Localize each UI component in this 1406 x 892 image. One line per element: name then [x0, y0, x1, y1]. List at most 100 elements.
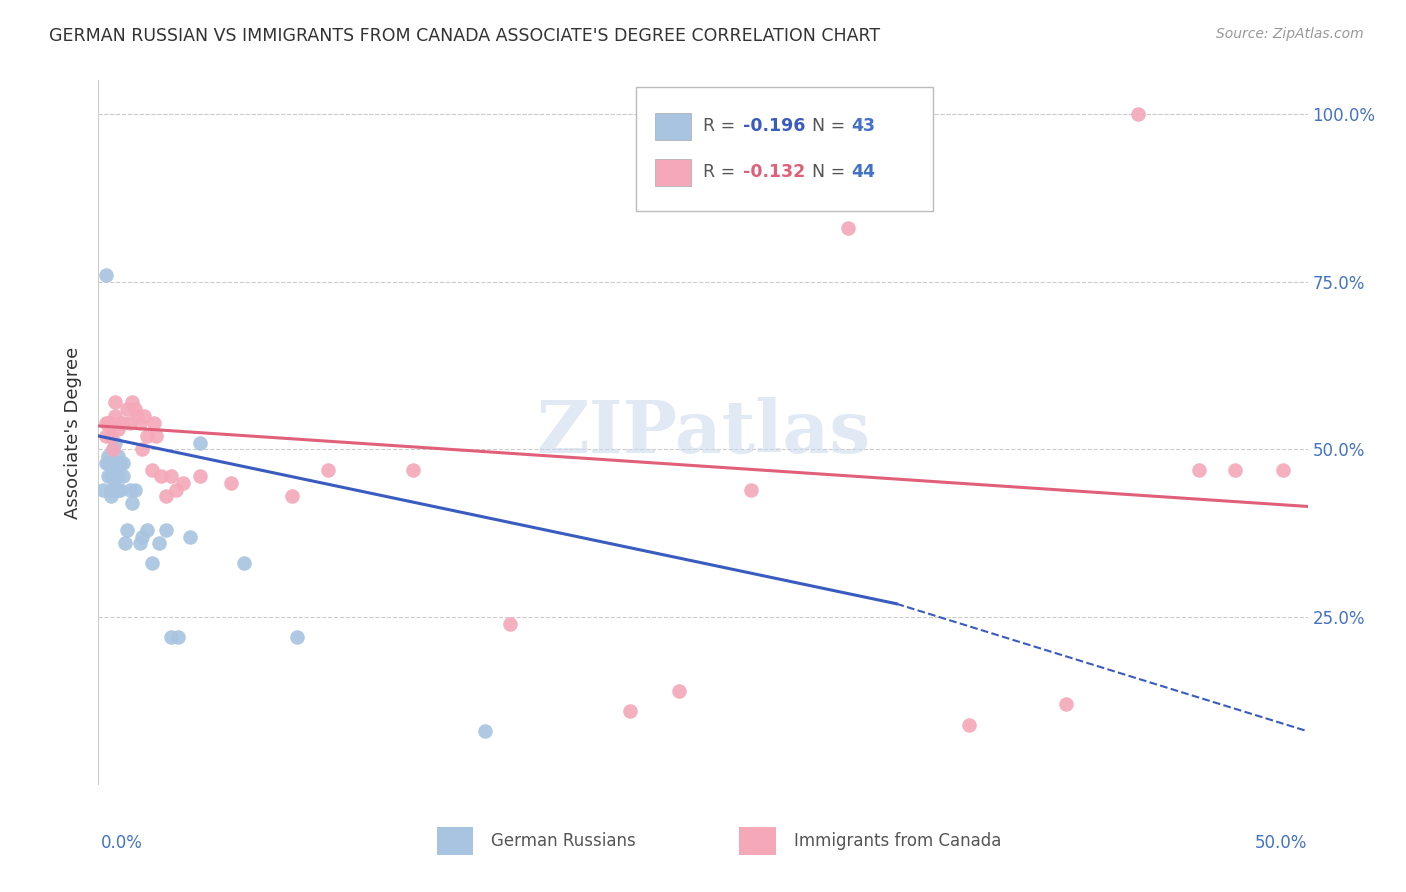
- Point: [100, 489, 122, 503]
- Point: [108, 416, 131, 430]
- Point: [155, 489, 177, 503]
- Point: [100, 456, 122, 470]
- Point: [94, 429, 117, 443]
- Point: [141, 462, 163, 476]
- Point: [221, 475, 243, 490]
- Text: GERMAN RUSSIAN VS IMMIGRANTS FROM CANADA ASSOCIATE'S DEGREE CORRELATION CHART: GERMAN RUSSIAN VS IMMIGRANTS FROM CANADA…: [49, 27, 880, 45]
- Point: [121, 395, 143, 409]
- Point: [281, 489, 304, 503]
- Point: [128, 416, 150, 430]
- Point: [1188, 462, 1211, 476]
- Point: [104, 409, 127, 423]
- Point: [101, 469, 124, 483]
- Point: [100, 469, 122, 483]
- Point: [100, 483, 122, 497]
- Point: [188, 469, 211, 483]
- Point: [97, 469, 120, 483]
- Point: [285, 630, 308, 644]
- Point: [104, 456, 127, 470]
- Point: [118, 416, 141, 430]
- Point: [94, 456, 117, 470]
- Point: [104, 483, 127, 497]
- Point: [1223, 462, 1246, 476]
- Text: ZIPatlas: ZIPatlas: [536, 397, 870, 468]
- Point: [108, 456, 131, 470]
- Point: [94, 416, 117, 430]
- Text: N =: N =: [811, 117, 851, 135]
- Point: [101, 442, 124, 457]
- Point: [117, 402, 139, 417]
- Point: [117, 523, 139, 537]
- Text: 50.0%: 50.0%: [1256, 834, 1308, 852]
- Point: [100, 429, 122, 443]
- Point: [148, 536, 170, 550]
- Point: [402, 462, 425, 476]
- Point: [91, 483, 114, 497]
- Point: [837, 221, 859, 235]
- Point: [740, 483, 762, 497]
- Point: [97, 456, 120, 470]
- Point: [97, 449, 120, 463]
- Point: [134, 409, 156, 423]
- Point: [124, 402, 146, 417]
- FancyBboxPatch shape: [655, 159, 690, 186]
- Point: [127, 409, 149, 423]
- Point: [172, 475, 194, 490]
- Point: [316, 462, 339, 476]
- Y-axis label: Associate's Degree: Associate's Degree: [65, 346, 83, 519]
- Point: [498, 616, 520, 631]
- Point: [114, 536, 136, 550]
- Point: [145, 429, 167, 443]
- Point: [957, 717, 980, 731]
- Point: [124, 483, 146, 497]
- Point: [107, 422, 129, 436]
- Point: [131, 530, 153, 544]
- Point: [101, 442, 124, 457]
- Point: [94, 268, 117, 282]
- Point: [107, 449, 129, 463]
- Point: [179, 530, 201, 544]
- Point: [104, 435, 127, 450]
- Text: 44: 44: [852, 163, 876, 181]
- Point: [619, 704, 641, 718]
- Point: [107, 483, 129, 497]
- Text: German Russians: German Russians: [492, 832, 636, 850]
- Point: [155, 523, 177, 537]
- Point: [232, 557, 254, 571]
- Text: -0.132: -0.132: [742, 163, 806, 181]
- Point: [1128, 107, 1150, 121]
- Point: [150, 469, 173, 483]
- Point: [101, 483, 124, 497]
- Text: R =: R =: [703, 117, 741, 135]
- Point: [128, 536, 150, 550]
- Point: [111, 469, 134, 483]
- Point: [111, 416, 134, 430]
- Point: [160, 630, 183, 644]
- Point: [135, 429, 157, 443]
- Point: [143, 416, 166, 430]
- Point: [135, 523, 157, 537]
- FancyBboxPatch shape: [740, 827, 776, 855]
- Point: [100, 416, 122, 430]
- Point: [121, 496, 143, 510]
- Point: [1272, 462, 1295, 476]
- Point: [107, 469, 129, 483]
- FancyBboxPatch shape: [437, 827, 474, 855]
- Point: [131, 442, 153, 457]
- Point: [111, 456, 134, 470]
- Text: Source: ZipAtlas.com: Source: ZipAtlas.com: [1216, 27, 1364, 41]
- Point: [188, 435, 211, 450]
- Point: [101, 462, 124, 476]
- Point: [108, 483, 131, 497]
- Text: 0.0%: 0.0%: [101, 834, 143, 852]
- Point: [165, 483, 187, 497]
- Point: [474, 724, 496, 739]
- Text: Immigrants from Canada: Immigrants from Canada: [793, 832, 1001, 850]
- Point: [160, 469, 183, 483]
- Point: [104, 395, 127, 409]
- Point: [167, 630, 190, 644]
- Point: [118, 483, 141, 497]
- Text: N =: N =: [811, 163, 851, 181]
- Text: 43: 43: [852, 117, 876, 135]
- Point: [668, 684, 690, 698]
